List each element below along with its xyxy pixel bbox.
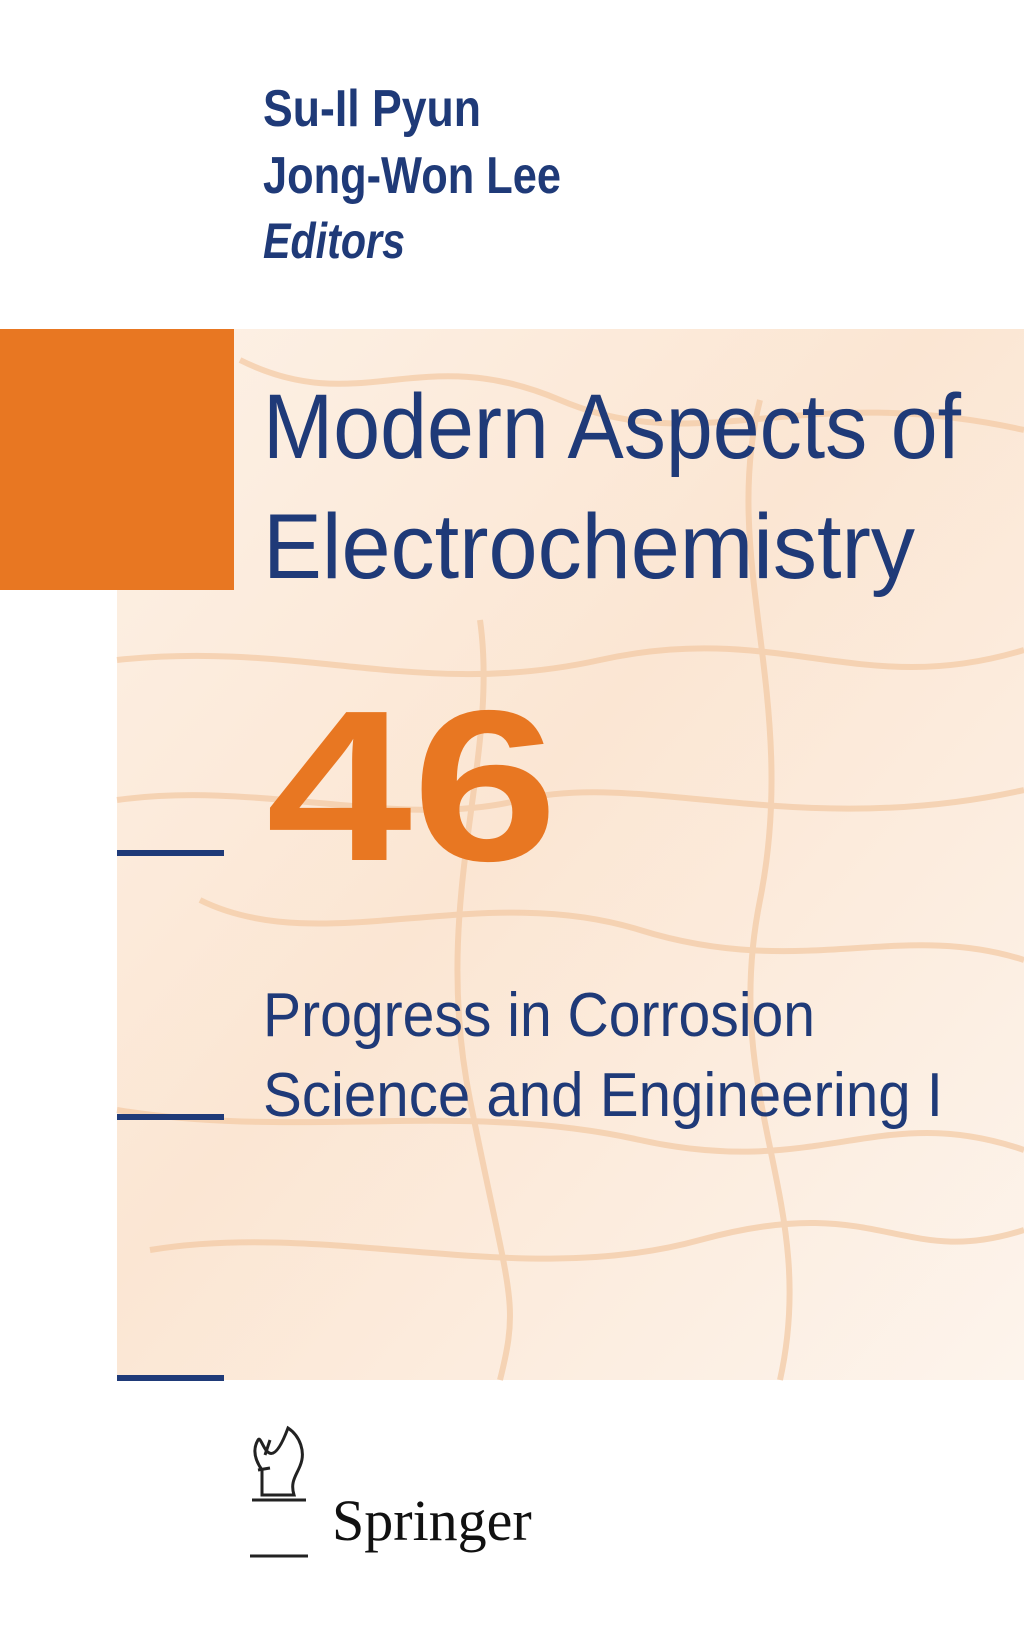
marble-panel	[117, 329, 1024, 1380]
rule	[117, 1114, 224, 1120]
orange-block	[0, 329, 234, 590]
subtitle-line: Progress in Corrosion	[263, 981, 815, 1050]
publisher-logo	[250, 1425, 308, 1558]
editor-name: Su-Il Pyun	[263, 80, 481, 138]
title-line: Electrochemistry	[263, 496, 915, 598]
volume-number: 46	[266, 665, 558, 906]
marble-veins	[116, 357, 1024, 1381]
title-line: Modern Aspects of	[263, 376, 961, 478]
subtitle-line: Science and Engineering I	[263, 1061, 943, 1130]
rule	[117, 850, 224, 856]
editor-role: Editors	[263, 213, 405, 269]
editor-name: Jong-Won Lee	[263, 147, 561, 205]
rule	[117, 1375, 224, 1381]
publisher-name: Springer	[332, 1488, 532, 1553]
